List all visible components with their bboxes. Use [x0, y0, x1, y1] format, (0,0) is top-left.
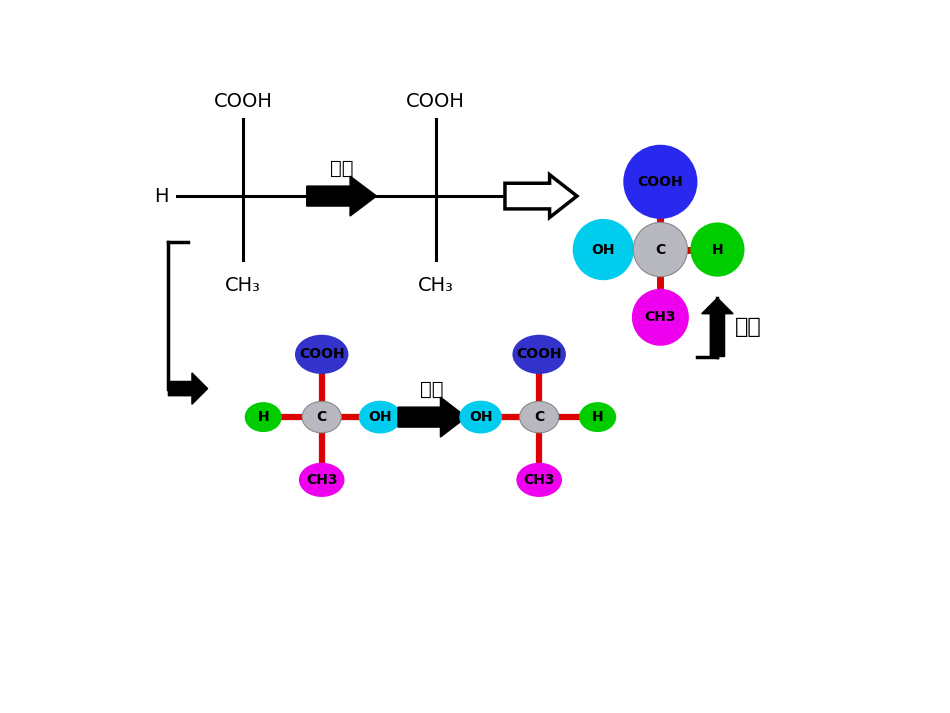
Circle shape	[573, 219, 634, 280]
Text: CH3: CH3	[523, 473, 555, 487]
Text: H: H	[712, 242, 723, 257]
Text: CH₃: CH₃	[418, 276, 454, 294]
Text: HO: HO	[332, 187, 361, 205]
Ellipse shape	[359, 401, 402, 434]
Ellipse shape	[580, 402, 617, 432]
Text: H: H	[154, 187, 169, 205]
Text: COOH: COOH	[299, 347, 345, 361]
Text: COOH: COOH	[637, 175, 683, 189]
Polygon shape	[398, 397, 466, 437]
Circle shape	[623, 145, 697, 219]
Polygon shape	[702, 298, 733, 356]
Text: H: H	[257, 410, 269, 424]
Text: OH: OH	[469, 410, 492, 424]
Text: CH3: CH3	[645, 310, 676, 324]
Ellipse shape	[517, 463, 562, 497]
Polygon shape	[505, 175, 577, 217]
Text: C: C	[534, 410, 544, 424]
Text: COOH: COOH	[407, 93, 465, 111]
Text: COOH: COOH	[214, 93, 273, 111]
Ellipse shape	[459, 401, 503, 434]
Polygon shape	[168, 373, 208, 404]
Ellipse shape	[520, 401, 559, 433]
Text: 翻转: 翻转	[421, 379, 444, 399]
Text: CH₃: CH₃	[225, 276, 261, 294]
Text: 翻转: 翻转	[330, 158, 353, 178]
Text: 不同: 不同	[735, 317, 762, 337]
Text: C: C	[316, 410, 327, 424]
Text: H: H	[510, 187, 524, 205]
Circle shape	[634, 222, 688, 277]
Text: COOH: COOH	[517, 347, 562, 361]
Ellipse shape	[294, 335, 349, 374]
Polygon shape	[307, 176, 376, 216]
Text: OH: OH	[369, 410, 392, 424]
Text: H: H	[592, 410, 603, 424]
Circle shape	[691, 222, 745, 277]
Text: OH: OH	[317, 187, 348, 205]
Text: C: C	[656, 242, 666, 257]
Text: OH: OH	[592, 242, 615, 257]
Circle shape	[632, 289, 689, 346]
Ellipse shape	[245, 402, 282, 432]
Ellipse shape	[512, 335, 566, 374]
Text: CH3: CH3	[306, 473, 337, 487]
Ellipse shape	[302, 401, 341, 433]
Ellipse shape	[299, 463, 345, 497]
